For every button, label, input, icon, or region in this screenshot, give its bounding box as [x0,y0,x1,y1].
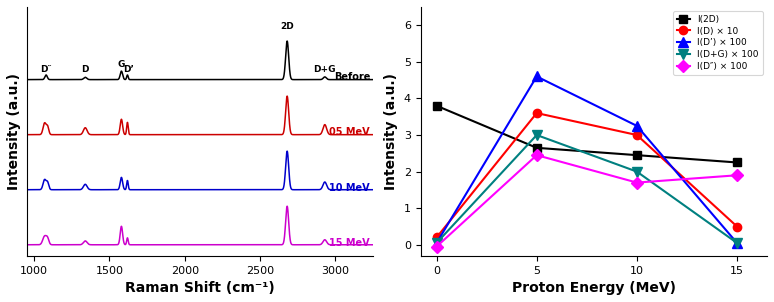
X-axis label: Raman Shift (cm⁻¹): Raman Shift (cm⁻¹) [125,281,275,295]
I(D″) × 100 [432,245,441,249]
Text: 10 MeV: 10 MeV [330,182,370,192]
Line: I(D″) × 100: I(D″) × 100 [433,151,741,251]
I(D″) × 100 [632,181,642,185]
I(D) × 10 [432,236,441,239]
Line: I(D+G) × 100: I(D+G) × 100 [432,130,741,248]
I(D’) × 100 [432,241,441,245]
Text: D’: D’ [123,65,134,74]
Line: I(2D): I(2D) [433,101,741,167]
Text: 15 MeV: 15 MeV [330,238,370,248]
X-axis label: Proton Energy (MeV): Proton Energy (MeV) [512,281,676,295]
I(D’) × 100 [632,124,642,128]
Line: I(D’) × 100: I(D’) × 100 [432,72,741,248]
I(D+G) × 100 [532,133,541,137]
Text: D+G: D+G [313,65,336,74]
I(D″) × 100 [532,153,541,157]
I(2D) [632,153,642,157]
Text: Before: Before [334,72,370,82]
Text: 2D: 2D [280,22,294,31]
I(2D) [732,161,741,164]
I(D+G) × 100 [732,241,741,245]
Legend: I(2D), I(D) × 10, I(D’) × 100, I(D+G) × 100, I(D″) × 100: I(2D), I(D) × 10, I(D’) × 100, I(D+G) × … [673,11,762,75]
Y-axis label: Intensity (a.u.): Intensity (a.u.) [384,73,398,190]
Text: D: D [81,65,89,74]
Line: I(D) × 10: I(D) × 10 [433,109,741,242]
I(2D) [532,146,541,149]
Text: D″: D″ [40,65,52,74]
Text: 05 MeV: 05 MeV [330,127,370,137]
I(D’) × 100 [732,241,741,245]
I(D) × 10 [632,133,642,137]
I(D) × 10 [532,111,541,115]
Y-axis label: Intensity (a.u.): Intensity (a.u.) [7,73,21,190]
I(D) × 10 [732,225,741,228]
I(D+G) × 100 [432,241,441,245]
I(D+G) × 100 [632,170,642,173]
I(D’) × 100 [532,75,541,78]
Text: G: G [118,59,125,69]
I(2D) [432,104,441,108]
I(D″) × 100 [732,173,741,177]
